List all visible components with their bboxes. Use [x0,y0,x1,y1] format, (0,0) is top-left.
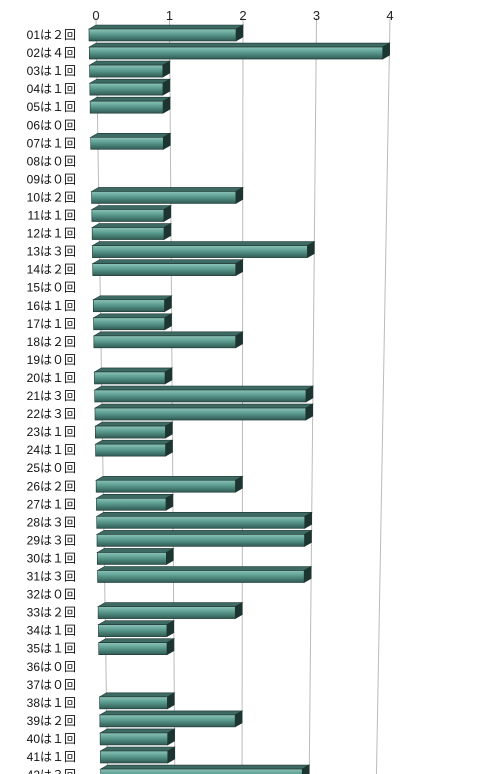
gridline-4 [375,17,391,774]
category-label: 08は０回 [27,154,76,168]
bar [91,241,316,259]
category-label: 32は０回 [27,588,76,602]
x-axis-ticks: 0 1 2 3 4 [92,8,393,23]
bar [99,764,311,774]
category-label: 17は１回 [27,317,76,331]
category-label: 24は１回 [27,443,76,457]
category-label: 23は１回 [27,425,76,439]
bars [87,24,391,774]
bar [88,60,171,78]
category-label: 36は０回 [27,660,76,674]
category-label: 05は１回 [27,100,76,114]
bar [94,439,174,457]
category-label: 37は０回 [27,678,76,692]
bar [98,710,244,728]
category-label: 25は０回 [27,461,76,475]
category-label: 39は２回 [27,714,76,728]
category-label: 18は２回 [27,335,76,349]
bar [99,746,176,764]
x-tick-label: 0 [92,8,99,23]
category-label: 22は３回 [27,407,76,421]
category-label: 10は２回 [27,190,76,204]
bar [92,331,244,349]
x-tick-label: 1 [166,8,173,23]
bar [96,565,313,584]
category-labels: 01は２回 02は４回 03は１回 04は１回 05は１回 06は０回 07は１回 08は０回… [27,28,76,774]
category-label: 42は３回 [27,768,76,774]
category-label: 30は１回 [27,551,76,565]
bar [90,204,172,223]
bar [89,132,172,150]
category-label: 40は１回 [27,732,76,746]
category-label: 13は３回 [27,245,76,259]
category-label: 27は１回 [27,497,76,511]
bar [93,367,174,385]
bar [97,620,175,638]
bar [90,186,244,204]
bar [97,602,244,620]
bar [95,511,313,529]
category-label: 02は４回 [27,46,76,60]
category-label: 16は１回 [27,299,76,313]
category-label: 07は１回 [27,136,76,150]
category-label: 12は１回 [27,227,76,241]
bar [98,692,176,710]
category-label: 03は１回 [27,64,76,78]
category-label: 41は１回 [27,750,76,764]
bar [95,529,313,547]
category-label: 20は１回 [27,371,76,385]
bar [89,96,172,114]
category-label: 06は０回 [27,118,76,132]
category-label: 15は０回 [27,281,76,295]
category-label: 21は３回 [27,389,76,403]
category-label: 04は１回 [27,82,76,96]
category-label: 29は３回 [27,533,76,547]
bar [88,78,172,96]
bar [93,403,314,421]
category-label: 09は０回 [27,172,76,186]
bar [99,728,176,746]
category-label: 38は１回 [27,696,76,710]
category-label: 14は２回 [27,263,76,277]
bar [88,42,391,60]
bar [93,385,315,403]
category-label: 33は２回 [27,606,76,620]
bar [92,295,173,313]
bar [97,638,176,656]
category-label: 26は２回 [27,479,76,493]
x-tick-label: 3 [313,8,320,23]
bar [92,313,173,331]
category-label: 28は３回 [27,515,76,529]
bar [96,547,175,565]
x-tick-label: 2 [239,8,246,23]
category-label: 31は３回 [27,570,76,584]
category-label: 11は１回 [28,209,76,223]
bar [95,475,244,493]
bar [94,421,174,439]
bar [87,24,245,42]
bar [91,259,244,277]
category-label: 01は２回 [27,28,76,42]
bar [91,223,173,241]
category-label: 19は０回 [27,353,76,367]
category-label: 35は１回 [27,642,76,656]
x-tick-label: 4 [386,8,393,23]
category-label: 34は１回 [27,624,76,638]
bar [95,493,175,511]
